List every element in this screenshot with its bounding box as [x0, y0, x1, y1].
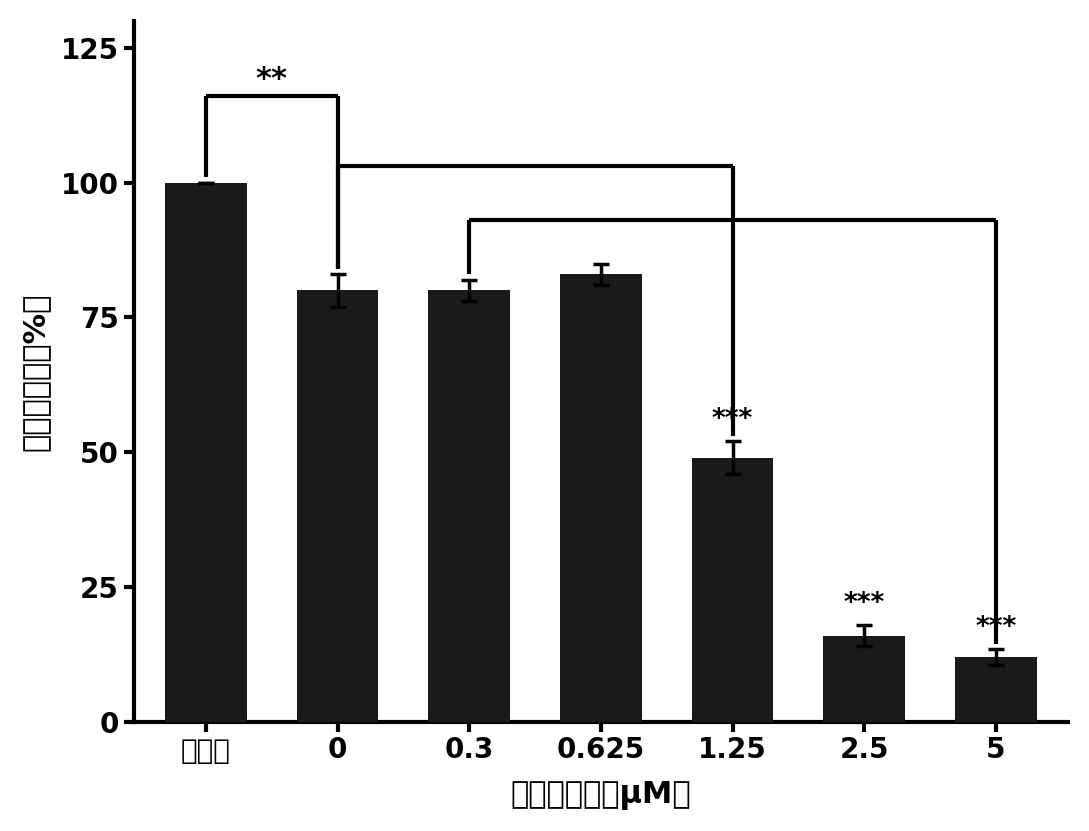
Y-axis label: 细胞存活率（%）: 细胞存活率（%）: [21, 293, 50, 450]
Bar: [428, 291, 510, 722]
Bar: [692, 458, 773, 722]
Bar: [297, 291, 379, 722]
Text: ***: ***: [975, 615, 1016, 641]
Bar: [823, 636, 905, 722]
Text: **: **: [256, 65, 287, 94]
X-axis label: 雷公藤红素（μM）: 雷公藤红素（μM）: [511, 781, 692, 810]
Text: ***: ***: [712, 407, 754, 434]
Text: ***: ***: [844, 591, 884, 617]
Bar: [166, 183, 247, 722]
Bar: [955, 657, 1037, 722]
Bar: [560, 274, 641, 722]
